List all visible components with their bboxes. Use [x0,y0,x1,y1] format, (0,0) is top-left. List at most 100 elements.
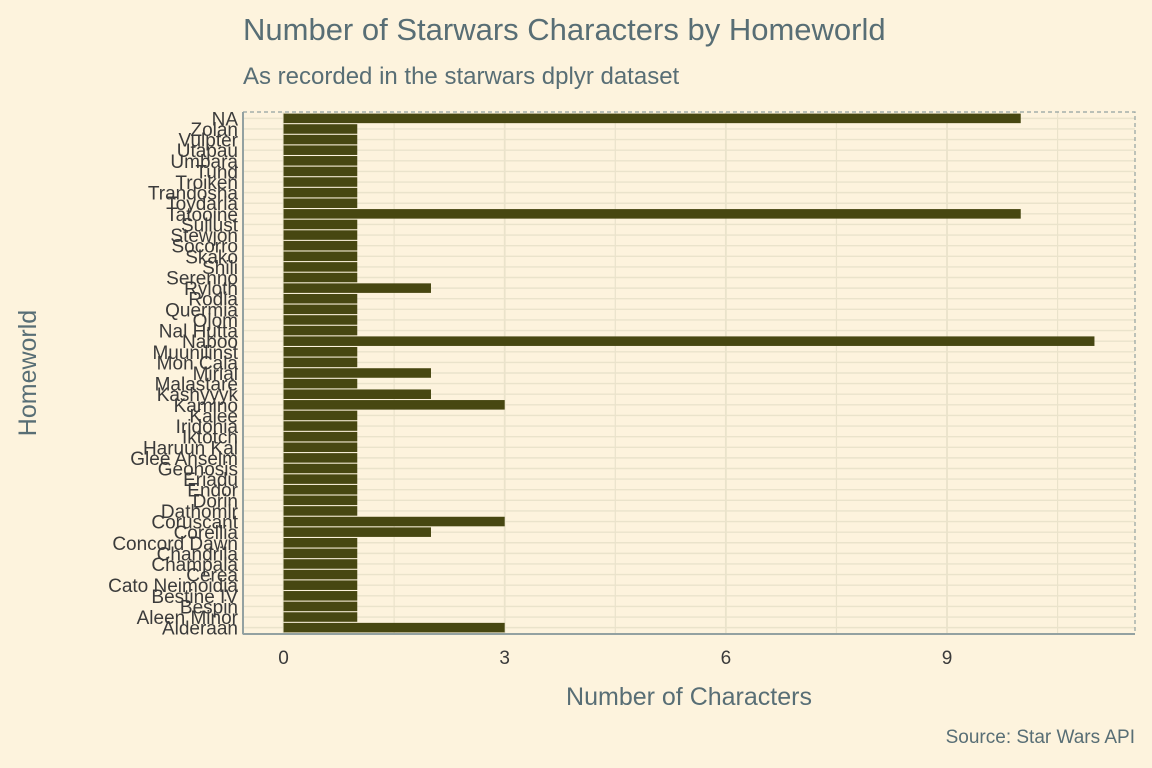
bar-naboo [283,336,1095,346]
bar-utapau [283,145,358,155]
bar-bestine-iv [283,591,358,601]
bar-serenno [283,272,358,283]
bar-rodia [283,293,358,304]
bar-stewjon [283,230,358,240]
bar-alderaan [283,622,505,633]
y-tick-label: Cerea [186,566,238,587]
y-tick-label: Quermia [165,300,238,321]
chart-title: Number of Starwars Characters by Homewor… [243,12,886,47]
y-tick-label: Mirial [193,364,238,385]
y-tick-label: Muunilinst [152,343,238,364]
y-tick-label: Serenno [166,269,238,290]
bar-muunilinst [283,347,358,357]
y-tick-label: Ojom [193,311,238,332]
bar-umbara [283,156,358,166]
y-tick-label: Iktotch [182,428,238,449]
x-tick-label: 9 [942,648,953,669]
bar-sullust [283,219,358,230]
y-tick-label: NA [212,109,239,130]
x-tick-label: 0 [278,648,289,669]
bar-mirial [283,368,431,378]
y-tick-label: Toydaria [166,194,238,215]
y-tick-label: Champala [151,555,238,576]
y-tick-label: Alderaan [162,619,238,640]
bar-trandosha [283,187,358,198]
bar-kamino [283,400,505,410]
bar-endor [283,484,358,495]
y-tick-label: Umbara [170,152,238,173]
chart-caption: Source: Star Wars API [945,727,1135,748]
y-tick-label: Vulpter [179,131,239,152]
bar-vulpter [283,134,358,145]
bar-corellia [283,527,431,537]
y-tick-label: Socorro [171,237,238,258]
y-tick-label: Troiken [175,173,238,194]
bar-champala [283,559,358,569]
bar-haruun-kal [283,442,358,453]
y-tick-label: Dathomir [161,502,239,523]
y-tick-label: Utapau [177,141,238,162]
chart-subtitle: As recorded in the starwars dplyr datase… [243,63,680,90]
y-tick-label: Malastare [155,375,238,396]
bar-geonosis [283,463,358,474]
bar-tatooine [283,209,1021,219]
y-tick-label: Kalee [189,406,238,427]
y-tick-label: Naboo [182,332,238,353]
y-tick-label: Ryloth [184,279,238,300]
y-tick-label: Eriadu [183,470,238,491]
y-tick-label: Cato Neimoidia [108,576,238,597]
x-tick-label: 3 [499,648,510,669]
axes [242,112,1135,635]
y-tick-label: Zolan [190,120,238,141]
y-tick-label: Sullust [181,215,239,236]
bar-mon-cala [283,357,358,368]
y-tick-label: Aleen Minor [137,608,239,629]
bar-socorro [283,240,358,251]
bar-bespin [283,601,358,612]
bar-ojom [283,315,358,325]
bar-quermia [283,304,358,315]
y-tick-label: Corellia [174,523,239,544]
bar-shili [283,262,358,272]
y-tick-label: Rodia [188,290,238,311]
y-tick-label: Mon Cala [157,353,239,374]
bar-eriadu [283,474,358,484]
bar-tund [283,166,358,177]
bar-cato-neimoidia [283,580,358,590]
y-tick-label: Iridonia [176,417,239,438]
bar-zolan [283,124,358,134]
y-tick-label: Endor [187,481,238,502]
y-tick-label: Shili [202,258,238,279]
bar-kashyyyk [283,389,431,399]
y-tick-label: Bespin [180,597,238,618]
x-tick-label: 6 [721,648,732,669]
bar-nal-hutta [283,325,358,336]
grid-lines [243,112,1135,634]
bar-glee-anselm [283,453,358,463]
y-tick-label: Nal Hutta [159,322,239,343]
bar-iridonia [283,421,358,431]
y-tick-label: Chandrila [157,544,239,565]
bar-skako [283,251,358,262]
y-tick-label: Skako [185,247,238,268]
bar-cerea [283,569,358,580]
bar-dorin [283,495,358,506]
bar-dathomir [283,506,358,516]
bar-troiken [283,177,358,187]
bar-aleen-minor [283,612,358,622]
y-tick-label: Kamino [174,396,238,417]
bar-concord-dawn [283,537,358,548]
y-tick-label: Glee Anselm [130,449,238,470]
bar-toydaria [283,198,358,209]
y-tick-label: Geonosis [158,459,238,480]
x-axis-title: Number of Characters [566,683,812,711]
y-tick-label: Coruscant [151,513,238,534]
y-tick-label: Tund [195,162,238,183]
bar-kalee [283,410,358,421]
y-tick-label: Tatooine [166,205,238,226]
bar-malastare [283,378,358,389]
y-tick-label: Dorin [193,491,238,512]
